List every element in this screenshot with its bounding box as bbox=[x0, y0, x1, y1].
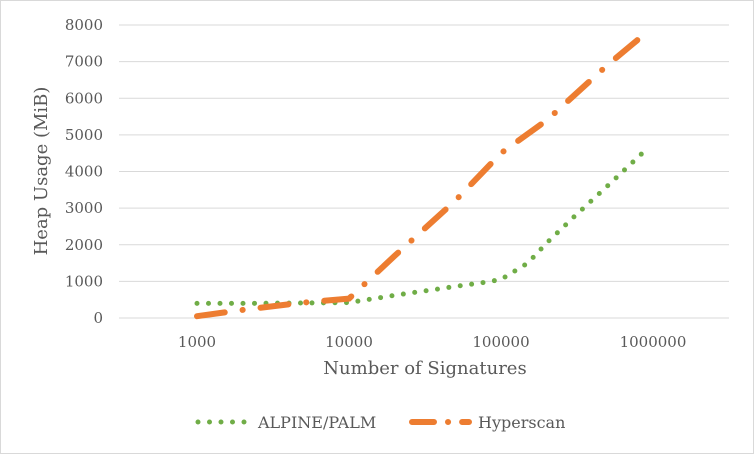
x-tick-label: 10000 bbox=[325, 333, 373, 351]
y-axis-ticks: 0 1000 2000 3000 4000 5000 6000 7000 8000 bbox=[65, 16, 103, 327]
legend-label-alpine-palm: ALPINE/PALM bbox=[257, 413, 376, 432]
y-tick-label: 2000 bbox=[65, 236, 103, 254]
x-tick-label: 1000000 bbox=[620, 333, 687, 351]
plot-series bbox=[194, 33, 646, 320]
series-line-alpine-palm bbox=[194, 150, 645, 306]
y-tick-label: 6000 bbox=[65, 89, 103, 107]
x-axis-title: Number of Signatures bbox=[323, 358, 526, 379]
y-tick-label: 5000 bbox=[65, 126, 103, 144]
y-tick-label: 8000 bbox=[65, 16, 103, 34]
y-tick-label: 3000 bbox=[65, 199, 103, 217]
y-tick-label: 4000 bbox=[65, 163, 103, 181]
x-axis-ticks: 1000 10000 100000 1000000 bbox=[178, 333, 687, 351]
y-tick-label: 7000 bbox=[65, 53, 103, 71]
y-tick-label: 0 bbox=[93, 309, 103, 327]
x-tick-label: 1000 bbox=[178, 333, 216, 351]
series-line-hyperscan bbox=[194, 33, 646, 320]
legend: ALPINE/PALM Hyperscan bbox=[195, 413, 565, 432]
y-axis-title: Heap Usage (MiB) bbox=[31, 87, 52, 256]
x-tick-label: 100000 bbox=[472, 333, 529, 351]
gridlines bbox=[119, 24, 729, 319]
y-tick-label: 1000 bbox=[65, 272, 103, 290]
legend-label-hyperscan: Hyperscan bbox=[478, 413, 565, 432]
